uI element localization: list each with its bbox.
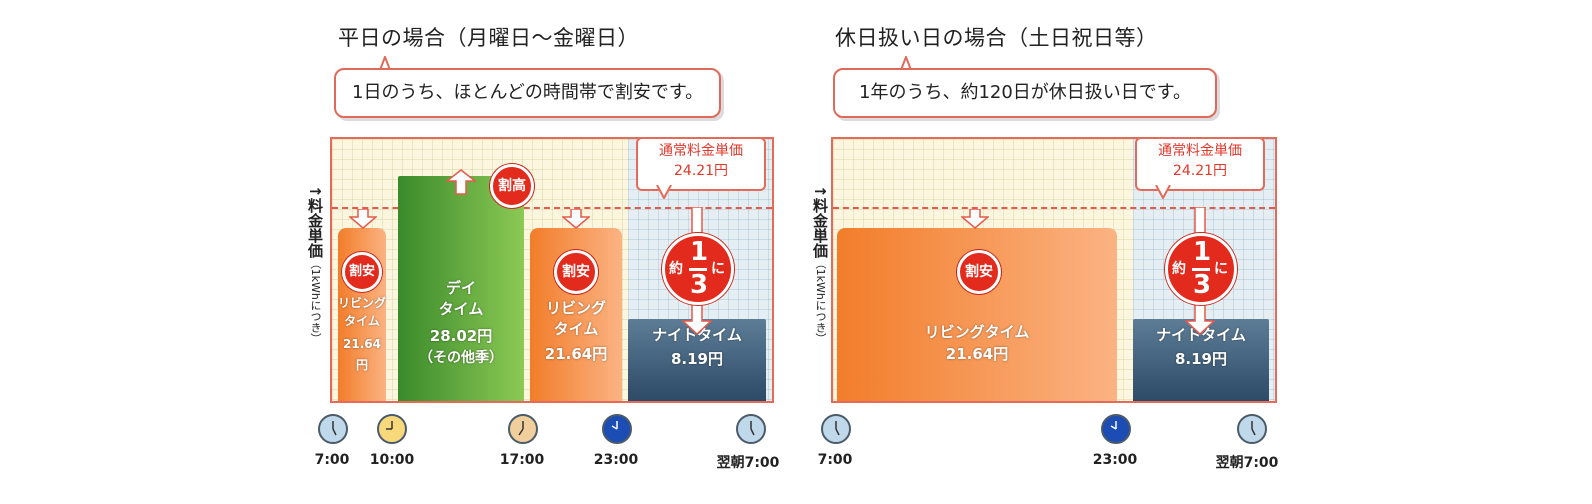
bar-label: リビング タイム bbox=[338, 295, 387, 328]
bubble-tail bbox=[900, 56, 912, 70]
y-axis-label: ↑料金単価（1kWhにつき） bbox=[811, 185, 829, 344]
arrow-down-icon bbox=[349, 209, 377, 229]
holiday-panel: 休日扱い日の場合（土日祝日等） 1年のうち、約120日が休日扱い日です。 ↑料金… bbox=[811, 0, 1295, 504]
bar-day: デイ タイム 28.02円 （その他季） bbox=[398, 176, 524, 401]
bar-value-label: 28.02円 bbox=[429, 327, 493, 346]
bar-value-label: 21.64円 bbox=[343, 336, 381, 372]
arrow-up-icon bbox=[446, 169, 476, 195]
callout-tail bbox=[1155, 185, 1171, 199]
chart-subtitle: 1年のうち、約120日が休日扱い日です。 bbox=[833, 68, 1218, 118]
bar-value-label: 8.19円 bbox=[1174, 349, 1227, 368]
clock-icon bbox=[821, 414, 851, 444]
bar-living: 割安 リビングタイム 21.64円 bbox=[837, 227, 1117, 401]
badge-expensive: 割高 bbox=[490, 164, 534, 208]
badge-one-third: 約 1 3 に bbox=[1165, 233, 1237, 305]
chart-title: 休日扱い日の場合（土日祝日等） bbox=[835, 26, 1158, 50]
clock-icon bbox=[318, 414, 348, 444]
badge-cheap: 割安 bbox=[957, 249, 1001, 294]
x-tick-label: 23:00 bbox=[1092, 452, 1138, 468]
clock-icon bbox=[602, 414, 632, 444]
clock-icon bbox=[377, 414, 407, 444]
reference-callout: 通常料金単価 24.21円 bbox=[636, 137, 766, 191]
bar-value-label: 21.64円 bbox=[544, 344, 608, 363]
arrow-down-icon bbox=[562, 209, 590, 229]
clock-icon bbox=[736, 414, 766, 444]
badge-cheap: 割安 bbox=[554, 249, 598, 294]
reference-line bbox=[332, 207, 772, 209]
chart-subtitle: 1日のうち、ほとんどの時間帯で割安です。 bbox=[334, 68, 722, 118]
x-tick-label: 翌朝7:00 bbox=[716, 455, 780, 471]
clock-icon bbox=[508, 414, 538, 444]
bar-night: ナイトタイム 8.19円 bbox=[1133, 318, 1269, 401]
bubble-tail bbox=[379, 56, 391, 70]
bar-value-label: 21.64円 bbox=[945, 344, 1009, 363]
reference-line bbox=[833, 207, 1275, 209]
y-axis-label: ↑料金単価（1kWhにつき） bbox=[306, 185, 324, 344]
callout-tail bbox=[656, 185, 672, 199]
x-tick-label: 7:00 bbox=[817, 452, 853, 468]
bar-label: リビングタイム bbox=[924, 322, 1030, 341]
weekday-panel: 平日の場合（月曜日～金曜日） 1日のうち、ほとんどの時間帯で割安です。 ↑料金単… bbox=[306, 0, 790, 504]
x-tick-label: 23:00 bbox=[593, 452, 639, 468]
badge-one-third: 約 1 3 に bbox=[662, 233, 734, 305]
bar-living-morning: 割安 リビング タイム 21.64円 bbox=[338, 227, 387, 401]
clock-icon bbox=[1237, 414, 1267, 444]
clock-icon bbox=[1101, 414, 1131, 444]
x-tick-label: 17:00 bbox=[499, 452, 545, 468]
badge-cheap: 割安 bbox=[342, 251, 382, 292]
bar-label: リビング タイム bbox=[545, 298, 606, 338]
bar-label: デイ タイム bbox=[438, 279, 484, 319]
x-tick-label: 翌朝7:00 bbox=[1215, 455, 1279, 471]
chart-title: 平日の場合（月曜日～金曜日） bbox=[338, 26, 639, 50]
arrow-down-icon bbox=[961, 209, 989, 229]
x-tick-label: 7:00 bbox=[314, 452, 350, 468]
bar-value-label: 8.19円 bbox=[670, 349, 723, 368]
x-tick-label: 10:00 bbox=[369, 452, 415, 468]
bar-label: ナイトタイム bbox=[1156, 325, 1246, 344]
bar-living-evening: 割安 リビング タイム 21.64円 bbox=[530, 227, 622, 401]
reference-callout: 通常料金単価 24.21円 bbox=[1135, 137, 1265, 191]
bar-note: （その他季） bbox=[419, 350, 503, 367]
